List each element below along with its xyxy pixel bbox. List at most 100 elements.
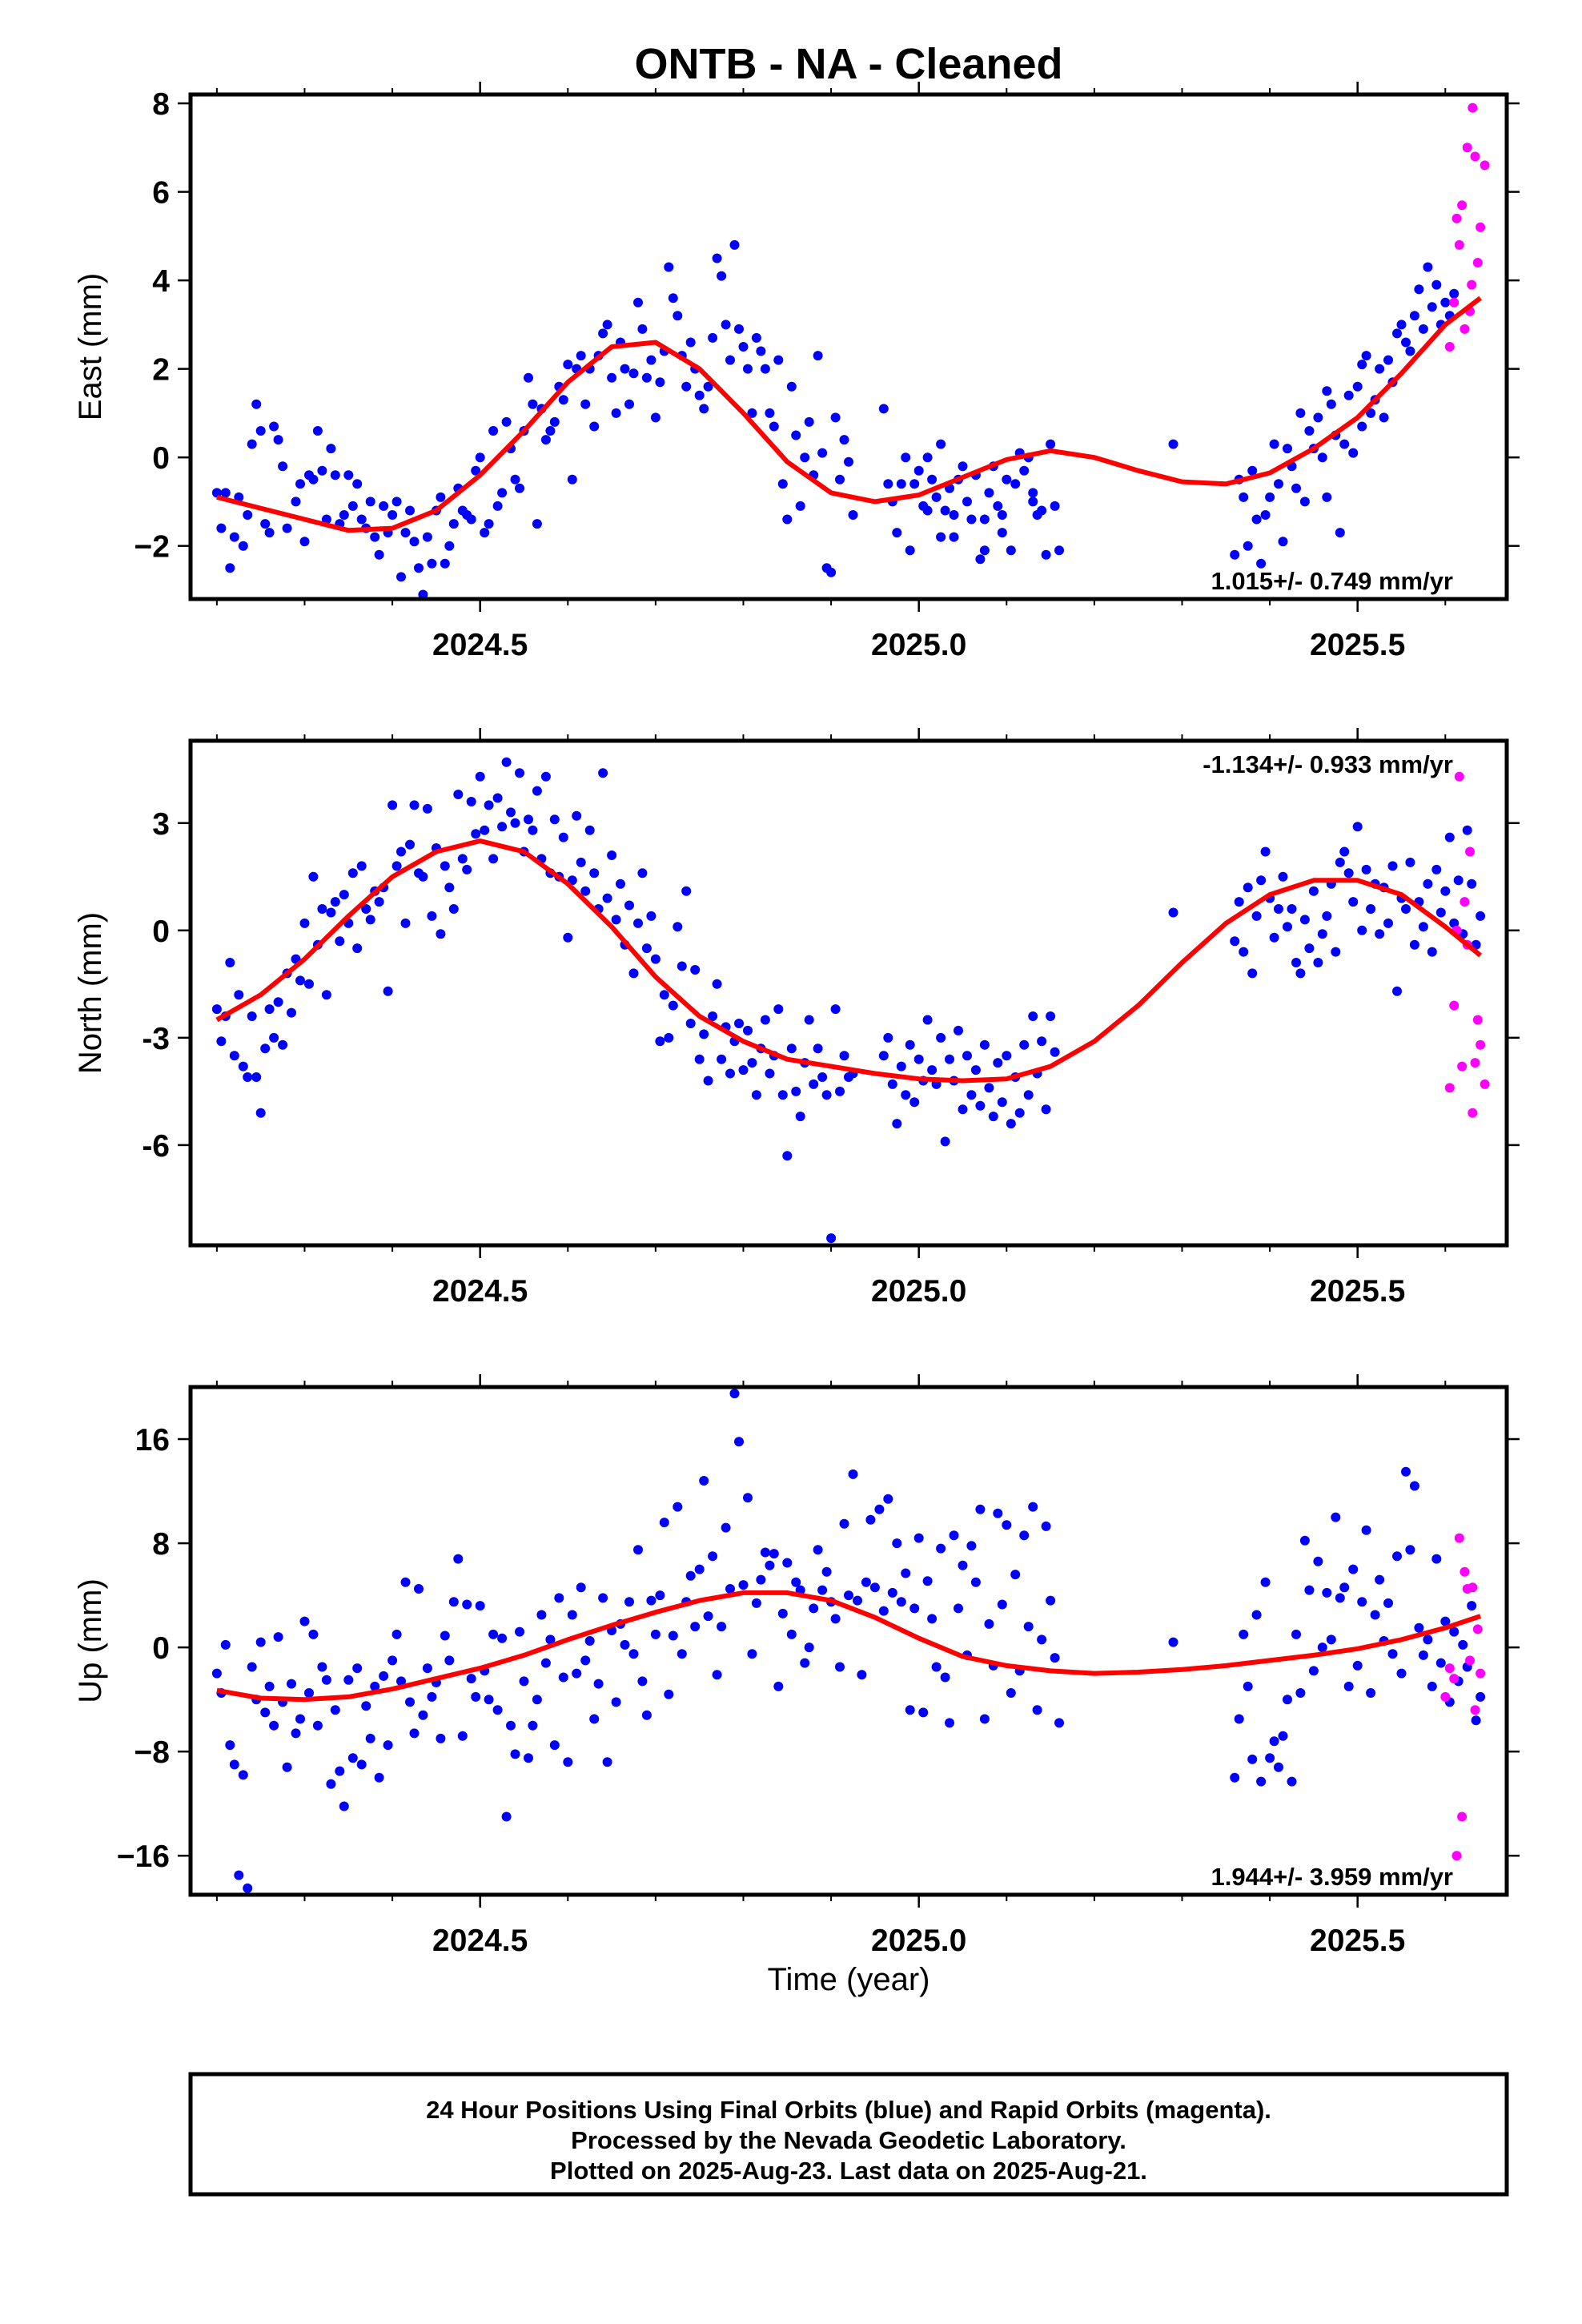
final-orbit-point	[1322, 911, 1332, 921]
final-orbit-point	[1392, 328, 1402, 339]
rapid-orbit-point	[1470, 151, 1480, 162]
final-orbit-point	[251, 399, 262, 409]
final-orbit-point	[725, 1584, 735, 1594]
final-orbit-point	[1243, 883, 1253, 893]
final-orbit-point	[409, 537, 420, 547]
final-orbit-point	[760, 364, 770, 374]
final-orbit-point	[1023, 1090, 1034, 1100]
final-orbit-point	[650, 1629, 661, 1639]
final-orbit-point	[501, 416, 512, 427]
final-orbit-point	[607, 850, 617, 860]
final-orbit-point	[1409, 939, 1419, 950]
y-tick-label: −2	[135, 530, 170, 565]
x-tick-label: 2025.0	[871, 1274, 966, 1309]
final-orbit-point	[238, 1770, 248, 1780]
final-orbit-point	[549, 814, 560, 825]
final-orbit-point	[620, 1639, 630, 1650]
y-tick-label: 0	[152, 1631, 170, 1666]
final-orbit-point	[1014, 1108, 1025, 1118]
final-orbit-point	[1387, 861, 1398, 871]
final-orbit-point	[1054, 1718, 1064, 1728]
final-orbit-point	[211, 488, 222, 498]
final-orbit-point	[887, 1587, 897, 1598]
final-orbit-point	[234, 990, 244, 1000]
rapid-orbit-point	[1444, 1663, 1455, 1674]
final-orbit-point	[260, 519, 271, 529]
final-orbit-point	[400, 1577, 411, 1587]
final-orbit-point	[1023, 1622, 1034, 1632]
final-orbit-point	[1269, 1736, 1279, 1747]
final-orbit-point	[922, 505, 933, 516]
final-orbit-point	[488, 854, 499, 864]
final-orbit-point	[988, 1112, 998, 1122]
final-orbit-point	[945, 1718, 954, 1728]
final-orbit-point	[326, 1779, 336, 1789]
rapid-orbit-point	[1440, 1691, 1451, 1702]
final-orbit-point	[1291, 958, 1301, 967]
final-orbit-point	[220, 1639, 231, 1650]
fit-curve	[215, 838, 1482, 1084]
final-orbit-point	[1283, 1695, 1292, 1705]
final-orbit-point	[1348, 897, 1359, 907]
y-tick-label: −8	[135, 1735, 170, 1770]
final-orbit-point	[229, 1759, 239, 1770]
final-orbit-point	[795, 1112, 805, 1122]
final-orbit-point	[448, 1597, 459, 1607]
final-orbit-point	[405, 839, 415, 850]
final-orbit-point	[317, 904, 327, 914]
final-orbit-point	[365, 1733, 375, 1743]
final-orbit-point	[1423, 1634, 1433, 1645]
final-orbit-point	[1467, 879, 1477, 889]
x-tick-label: 2025.5	[1310, 1274, 1405, 1309]
final-orbit-point	[365, 915, 375, 925]
final-orbit-point	[1370, 1610, 1380, 1620]
final-orbit-point	[646, 1595, 656, 1606]
final-orbit-point	[602, 893, 612, 903]
final-orbit-point	[1339, 439, 1350, 449]
final-orbit-point	[1418, 922, 1428, 932]
final-orbit-point	[295, 479, 305, 489]
final-orbit-point	[760, 1015, 770, 1025]
rapid-orbit-point	[1449, 297, 1460, 308]
final-orbit-point	[321, 1675, 331, 1685]
final-orbit-point	[396, 1676, 406, 1687]
final-orbit-point	[1352, 1660, 1363, 1671]
final-orbit-point	[1265, 1753, 1275, 1763]
final-orbit-point	[1331, 947, 1341, 957]
final-orbit-point	[800, 452, 810, 463]
x-tick-label: 2025.0	[871, 1924, 966, 1958]
final-orbit-point	[1168, 439, 1178, 449]
final-orbit-point	[637, 868, 648, 879]
final-orbit-point	[229, 532, 239, 542]
final-orbit-point	[234, 492, 244, 502]
final-orbit-point	[940, 505, 950, 516]
final-orbit-point	[685, 1570, 696, 1581]
final-orbit-point	[1313, 1556, 1323, 1566]
final-orbit-point	[1427, 302, 1437, 312]
final-orbit-point	[655, 377, 665, 388]
final-orbit-point	[457, 854, 468, 864]
final-orbit-point	[1006, 1119, 1016, 1129]
final-orbit-point	[878, 1606, 889, 1616]
final-orbit-point	[913, 465, 924, 476]
final-orbit-point	[1322, 1587, 1332, 1598]
final-orbit-point	[699, 1029, 709, 1039]
final-orbit-point	[673, 922, 683, 932]
final-orbit-point	[391, 861, 402, 871]
final-orbit-point	[269, 1720, 279, 1731]
final-orbit-point	[1343, 1681, 1354, 1691]
final-orbit-point	[817, 1072, 828, 1082]
final-orbit-point	[681, 886, 692, 896]
final-orbit-point	[896, 1061, 906, 1072]
rapid-orbit-point	[1457, 200, 1468, 211]
final-orbit-point	[765, 408, 775, 418]
rapid-orbit-point	[1467, 279, 1477, 290]
final-orbit-point	[997, 1097, 1007, 1108]
final-orbit-point	[1234, 897, 1244, 907]
final-orbit-point	[839, 1051, 849, 1061]
final-orbit-point	[993, 1058, 1003, 1068]
final-orbit-point	[835, 1662, 845, 1672]
rapid-orbit-point	[1452, 1851, 1462, 1861]
rapid-orbit-point	[1444, 342, 1455, 352]
final-orbit-point	[330, 897, 340, 907]
